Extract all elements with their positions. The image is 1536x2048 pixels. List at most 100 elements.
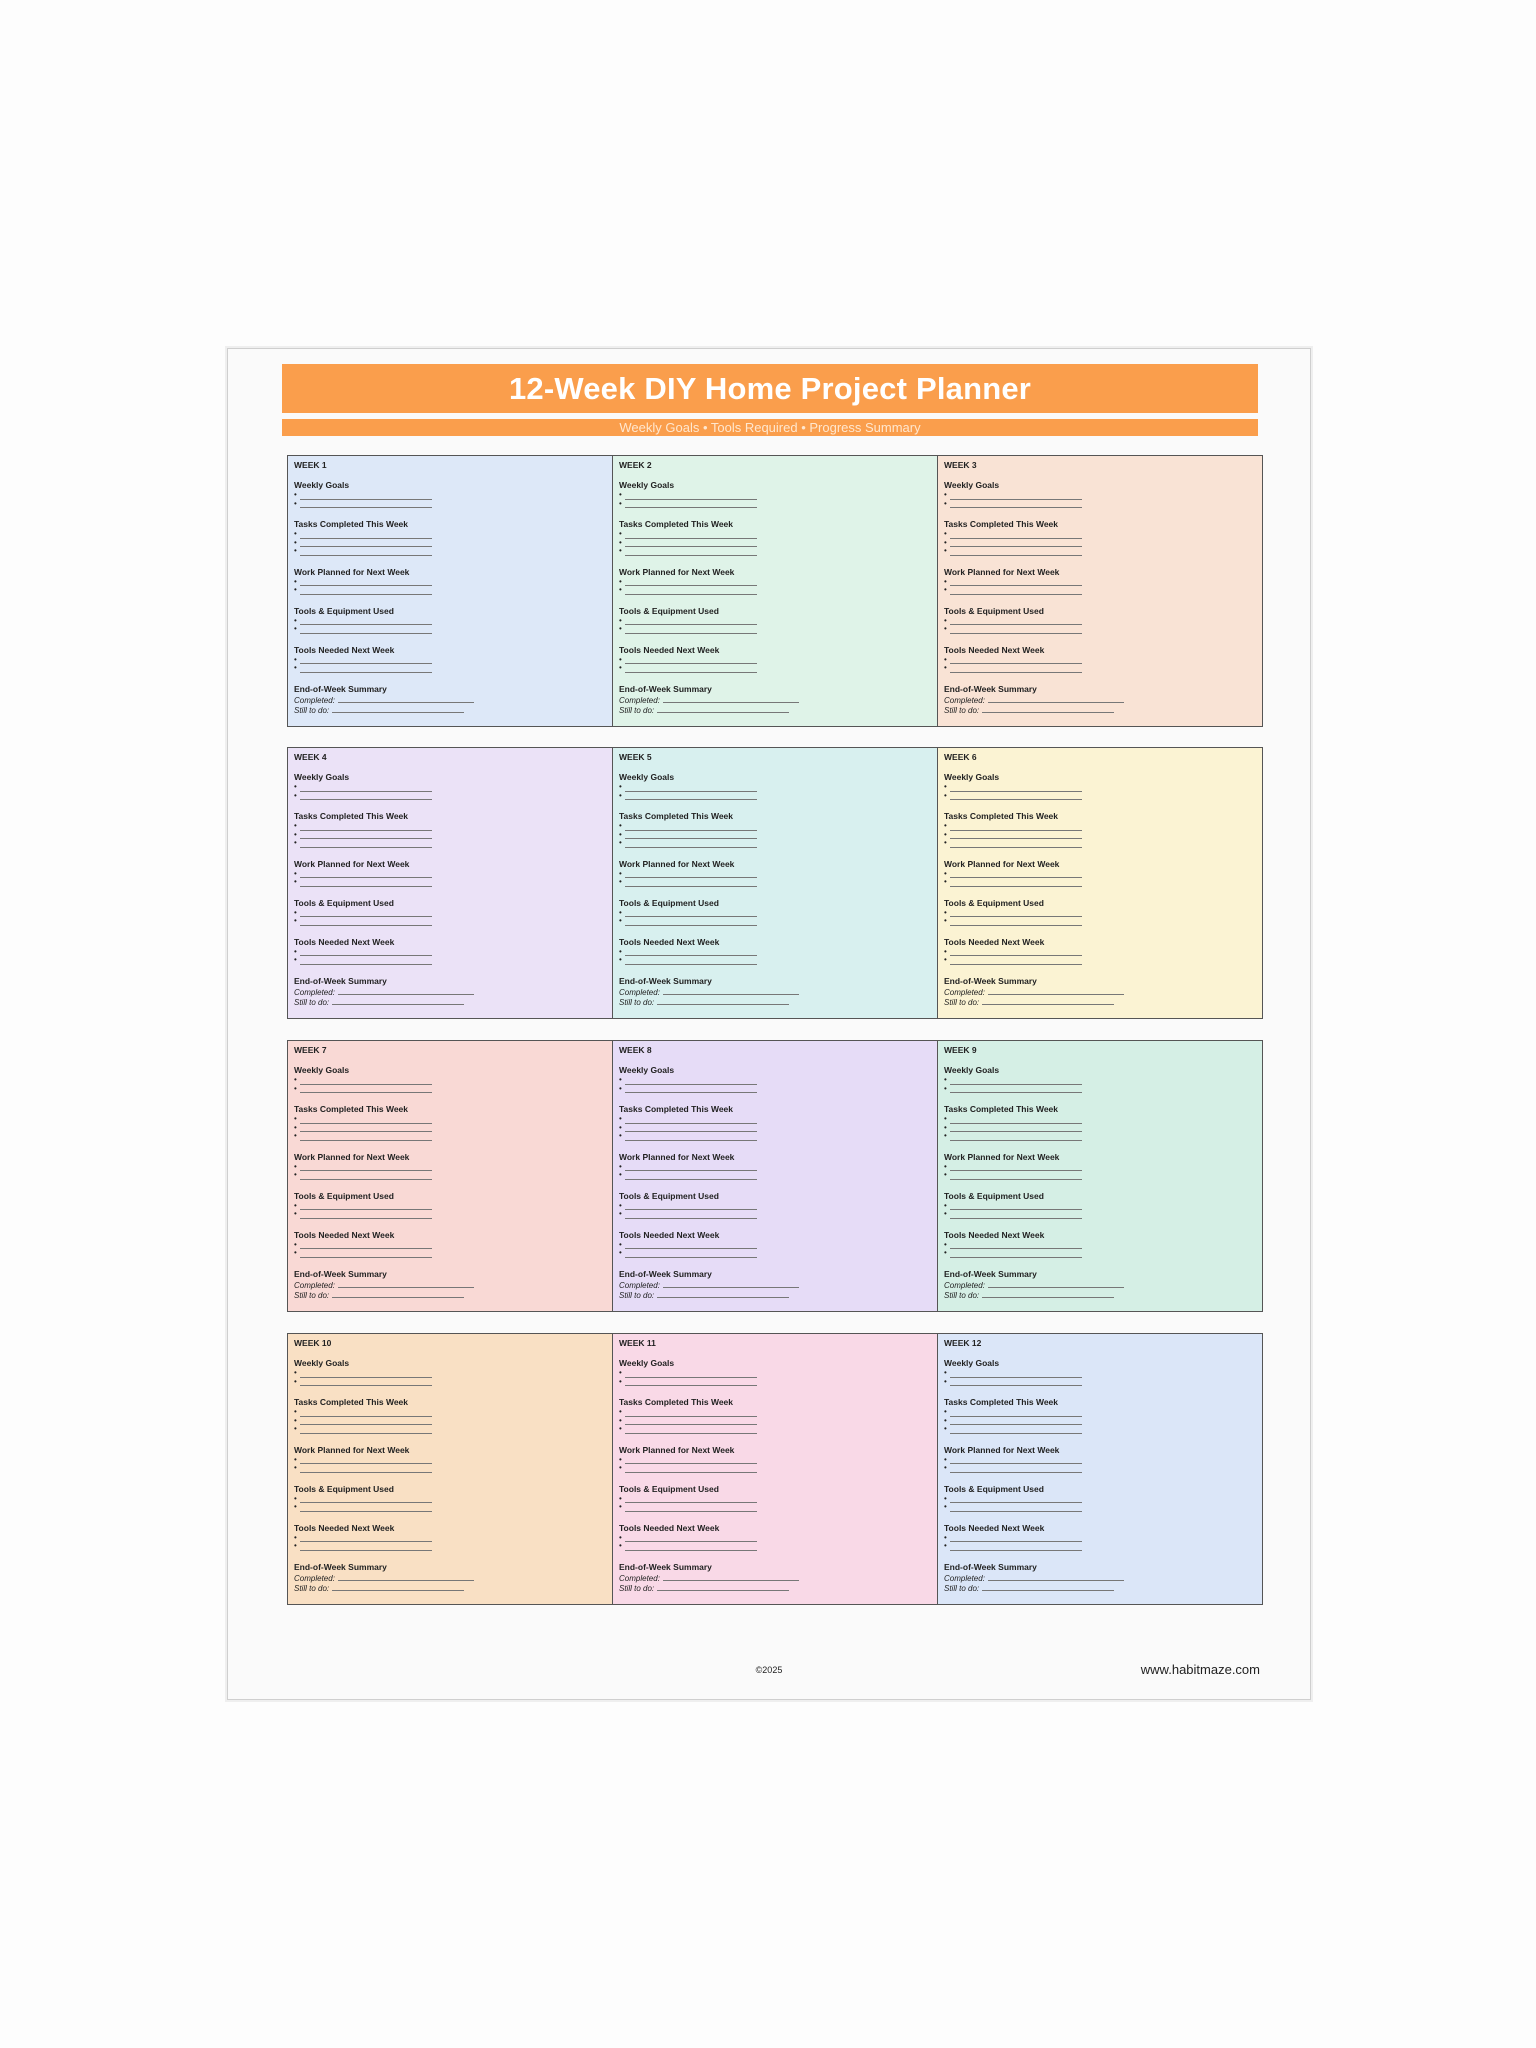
summary-still-to-do-line[interactable]: [982, 1296, 1115, 1298]
write-in-line[interactable]: [294, 791, 432, 802]
write-in-line[interactable]: [294, 947, 432, 958]
write-in-line[interactable]: [294, 1084, 432, 1095]
summary-completed-line[interactable]: [337, 993, 474, 995]
write-in-line[interactable]: [944, 1162, 1082, 1173]
write-in-line[interactable]: [944, 1201, 1082, 1212]
write-in-line[interactable]: [294, 1407, 432, 1418]
write-in-line[interactable]: [619, 1114, 757, 1125]
write-in-line[interactable]: [294, 1240, 432, 1251]
write-in-line[interactable]: [944, 577, 1082, 588]
summary-completed-line[interactable]: [987, 1579, 1124, 1581]
write-in-line[interactable]: [619, 821, 757, 832]
write-in-line[interactable]: [619, 916, 757, 927]
write-in-line[interactable]: [619, 490, 757, 501]
write-in-line[interactable]: [619, 1248, 757, 1259]
write-in-line[interactable]: [944, 616, 1082, 627]
write-in-line[interactable]: [619, 955, 757, 966]
write-in-line[interactable]: [619, 1463, 757, 1474]
write-in-line[interactable]: [294, 655, 432, 666]
write-in-line[interactable]: [619, 1201, 757, 1212]
write-in-line[interactable]: [294, 663, 432, 674]
write-in-line[interactable]: [294, 499, 432, 510]
write-in-line[interactable]: [619, 830, 757, 841]
write-in-line[interactable]: [294, 1162, 432, 1173]
write-in-line[interactable]: [944, 624, 1082, 635]
write-in-line[interactable]: [294, 869, 432, 880]
write-in-line[interactable]: [294, 1201, 432, 1212]
summary-completed-line[interactable]: [987, 1286, 1124, 1288]
summary-still-to-do-line[interactable]: [982, 1589, 1115, 1591]
write-in-line[interactable]: [944, 1533, 1082, 1544]
write-in-line[interactable]: [944, 585, 1082, 596]
write-in-line[interactable]: [944, 916, 1082, 927]
write-in-line[interactable]: [619, 616, 757, 627]
write-in-line[interactable]: [944, 821, 1082, 832]
write-in-line[interactable]: [619, 1170, 757, 1181]
write-in-line[interactable]: [944, 499, 1082, 510]
summary-completed-line[interactable]: [662, 993, 799, 995]
summary-still-to-do-line[interactable]: [332, 1296, 465, 1298]
write-in-line[interactable]: [619, 1424, 757, 1435]
write-in-line[interactable]: [944, 955, 1082, 966]
write-in-line[interactable]: [619, 869, 757, 880]
write-in-line[interactable]: [294, 616, 432, 627]
write-in-line[interactable]: [294, 577, 432, 588]
write-in-line[interactable]: [294, 1123, 432, 1134]
write-in-line[interactable]: [944, 1131, 1082, 1142]
write-in-line[interactable]: [619, 655, 757, 666]
summary-completed-line[interactable]: [662, 1579, 799, 1581]
write-in-line[interactable]: [294, 546, 432, 557]
write-in-line[interactable]: [944, 877, 1082, 888]
write-in-line[interactable]: [619, 1240, 757, 1251]
write-in-line[interactable]: [944, 1368, 1082, 1379]
summary-still-to-do-line[interactable]: [982, 1003, 1115, 1005]
summary-completed-line[interactable]: [337, 701, 474, 703]
write-in-line[interactable]: [944, 1114, 1082, 1125]
write-in-line[interactable]: [944, 546, 1082, 557]
write-in-line[interactable]: [294, 821, 432, 832]
write-in-line[interactable]: [294, 1502, 432, 1513]
summary-completed-line[interactable]: [337, 1579, 474, 1581]
write-in-line[interactable]: [294, 1209, 432, 1220]
write-in-line[interactable]: [944, 947, 1082, 958]
write-in-line[interactable]: [944, 1455, 1082, 1466]
write-in-line[interactable]: [294, 916, 432, 927]
write-in-line[interactable]: [944, 1240, 1082, 1251]
summary-completed-line[interactable]: [987, 993, 1124, 995]
write-in-line[interactable]: [294, 538, 432, 549]
write-in-line[interactable]: [619, 1377, 757, 1388]
write-in-line[interactable]: [944, 1463, 1082, 1474]
write-in-line[interactable]: [944, 538, 1082, 549]
write-in-line[interactable]: [944, 1424, 1082, 1435]
write-in-line[interactable]: [619, 1162, 757, 1173]
summary-still-to-do-line[interactable]: [332, 711, 465, 713]
write-in-line[interactable]: [944, 1170, 1082, 1181]
write-in-line[interactable]: [944, 782, 1082, 793]
write-in-line[interactable]: [294, 955, 432, 966]
write-in-line[interactable]: [619, 1084, 757, 1095]
write-in-line[interactable]: [294, 1416, 432, 1427]
write-in-line[interactable]: [294, 1455, 432, 1466]
write-in-line[interactable]: [294, 585, 432, 596]
write-in-line[interactable]: [294, 529, 432, 540]
write-in-line[interactable]: [944, 655, 1082, 666]
write-in-line[interactable]: [619, 538, 757, 549]
write-in-line[interactable]: [944, 1541, 1082, 1552]
summary-completed-line[interactable]: [987, 701, 1124, 703]
write-in-line[interactable]: [294, 838, 432, 849]
summary-still-to-do-line[interactable]: [657, 711, 790, 713]
write-in-line[interactable]: [294, 782, 432, 793]
write-in-line[interactable]: [619, 1494, 757, 1505]
write-in-line[interactable]: [619, 529, 757, 540]
write-in-line[interactable]: [619, 577, 757, 588]
write-in-line[interactable]: [294, 1248, 432, 1259]
write-in-line[interactable]: [944, 838, 1082, 849]
write-in-line[interactable]: [619, 877, 757, 888]
write-in-line[interactable]: [944, 529, 1082, 540]
write-in-line[interactable]: [619, 1407, 757, 1418]
write-in-line[interactable]: [619, 1368, 757, 1379]
write-in-line[interactable]: [294, 1131, 432, 1142]
write-in-line[interactable]: [294, 1424, 432, 1435]
summary-still-to-do-line[interactable]: [657, 1003, 790, 1005]
write-in-line[interactable]: [294, 1494, 432, 1505]
